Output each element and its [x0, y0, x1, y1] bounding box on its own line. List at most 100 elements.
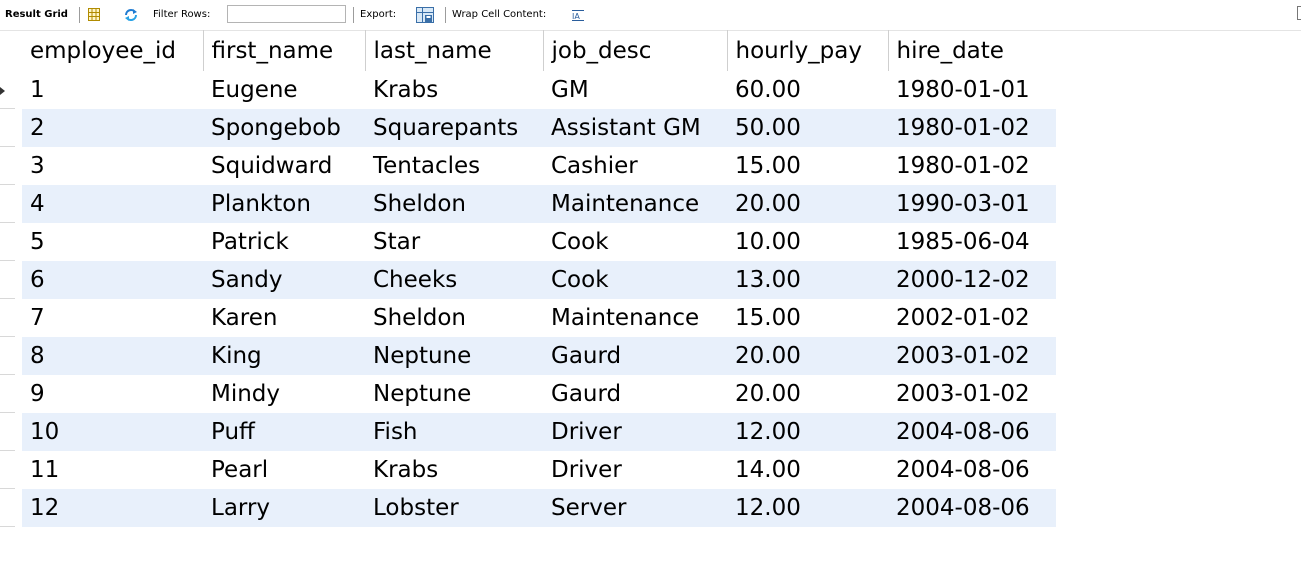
- table-row[interactable]: 9 Mindy Neptune Gaurd 20.00 2003-01-02: [22, 375, 1056, 413]
- cell-hourly-pay[interactable]: 50.00: [727, 109, 888, 147]
- cell-hire-date[interactable]: 2003-01-02: [888, 337, 1056, 375]
- cell-last-name[interactable]: Krabs: [365, 451, 543, 489]
- cell-hourly-pay[interactable]: 12.00: [727, 413, 888, 451]
- table-row[interactable]: 6 Sandy Cheeks Cook 13.00 2000-12-02: [22, 261, 1056, 299]
- grid-view-icon[interactable]: [88, 8, 100, 21]
- row-selector[interactable]: [0, 147, 15, 185]
- cell-job-desc[interactable]: Driver: [543, 451, 727, 489]
- cell-employee-id[interactable]: 7: [22, 299, 203, 337]
- cell-job-desc[interactable]: Cook: [543, 261, 727, 299]
- row-selector[interactable]: [0, 375, 15, 413]
- cell-first-name[interactable]: Spongebob: [203, 109, 365, 147]
- cell-hire-date[interactable]: 1980-01-02: [888, 147, 1056, 185]
- table-row[interactable]: 4 Plankton Sheldon Maintenance 20.00 1990-03-…: [22, 185, 1056, 223]
- cell-hire-date[interactable]: 2002-01-02: [888, 299, 1056, 337]
- cell-job-desc[interactable]: Cashier: [543, 147, 727, 185]
- table-row[interactable]: 3 Squidward Tentacles Cashier 15.00 1980-01-0…: [22, 147, 1056, 185]
- cell-hourly-pay[interactable]: 20.00: [727, 185, 888, 223]
- cell-hourly-pay[interactable]: 13.00: [727, 261, 888, 299]
- cell-first-name[interactable]: Pearl: [203, 451, 365, 489]
- cell-employee-id[interactable]: 9: [22, 375, 203, 413]
- column-header-hourly-pay[interactable]: hourly_pay: [727, 30, 889, 71]
- cell-last-name[interactable]: Neptune: [365, 337, 543, 375]
- cell-last-name[interactable]: Sheldon: [365, 299, 543, 337]
- cell-hire-date[interactable]: 2000-12-02: [888, 261, 1056, 299]
- row-selector[interactable]: [0, 337, 15, 375]
- cell-hourly-pay[interactable]: 60.00: [727, 71, 888, 109]
- table-row[interactable]: 11 Pearl Krabs Driver 14.00 2004-08-06: [22, 451, 1056, 489]
- cell-employee-id[interactable]: 1: [22, 71, 203, 109]
- cell-hourly-pay[interactable]: 10.00: [727, 223, 888, 261]
- cell-hire-date[interactable]: 2003-01-02: [888, 375, 1056, 413]
- cell-hire-date[interactable]: 1980-01-02: [888, 109, 1056, 147]
- row-selector[interactable]: [0, 185, 15, 223]
- cell-last-name[interactable]: Star: [365, 223, 543, 261]
- cell-last-name[interactable]: Cheeks: [365, 261, 543, 299]
- cell-last-name[interactable]: Squarepants: [365, 109, 543, 147]
- cell-last-name[interactable]: Sheldon: [365, 185, 543, 223]
- row-selector[interactable]: [0, 299, 15, 337]
- cell-first-name[interactable]: Patrick: [203, 223, 365, 261]
- cell-first-name[interactable]: Mindy: [203, 375, 365, 413]
- cell-first-name[interactable]: King: [203, 337, 365, 375]
- row-selector[interactable]: [0, 451, 15, 489]
- table-row[interactable]: 1 Eugene Krabs GM 60.00 1980-01-01: [22, 71, 1056, 109]
- cell-job-desc[interactable]: Gaurd: [543, 375, 727, 413]
- cell-employee-id[interactable]: 3: [22, 147, 203, 185]
- cell-employee-id[interactable]: 8: [22, 337, 203, 375]
- cell-job-desc[interactable]: GM: [543, 71, 727, 109]
- filter-rows-input[interactable]: [227, 5, 346, 23]
- table-row[interactable]: 10 Puff Fish Driver 12.00 2004-08-06: [22, 413, 1056, 451]
- cell-job-desc[interactable]: Assistant GM: [543, 109, 727, 147]
- cell-first-name[interactable]: Karen: [203, 299, 365, 337]
- cell-employee-id[interactable]: 12: [22, 489, 203, 527]
- cell-hourly-pay[interactable]: 14.00: [727, 451, 888, 489]
- cell-first-name[interactable]: Larry: [203, 489, 365, 527]
- cell-first-name[interactable]: Eugene: [203, 71, 365, 109]
- cell-employee-id[interactable]: 2: [22, 109, 203, 147]
- cell-first-name[interactable]: Puff: [203, 413, 365, 451]
- cell-first-name[interactable]: Plankton: [203, 185, 365, 223]
- row-selector[interactable]: [0, 223, 15, 261]
- cell-last-name[interactable]: Fish: [365, 413, 543, 451]
- cell-employee-id[interactable]: 11: [22, 451, 203, 489]
- column-header-employee-id[interactable]: employee_id: [22, 30, 204, 71]
- cell-hire-date[interactable]: 2004-08-06: [888, 489, 1056, 527]
- cell-job-desc[interactable]: Maintenance: [543, 185, 727, 223]
- cell-last-name[interactable]: Tentacles: [365, 147, 543, 185]
- panel-toggle-icon[interactable]: [1297, 6, 1301, 20]
- table-row[interactable]: 7 Karen Sheldon Maintenance 15.00 2002-01-02: [22, 299, 1056, 337]
- cell-last-name[interactable]: Neptune: [365, 375, 543, 413]
- cell-hourly-pay[interactable]: 15.00: [727, 299, 888, 337]
- cell-job-desc[interactable]: Gaurd: [543, 337, 727, 375]
- cell-employee-id[interactable]: 10: [22, 413, 203, 451]
- cell-hire-date[interactable]: 1980-01-01: [888, 71, 1056, 109]
- row-selector[interactable]: [0, 109, 15, 147]
- cell-hourly-pay[interactable]: 20.00: [727, 375, 888, 413]
- refresh-filter-icon[interactable]: [123, 8, 139, 22]
- cell-first-name[interactable]: Squidward: [203, 147, 365, 185]
- table-row[interactable]: 2 Spongebob Squarepants Assistant GM 50.00 19…: [22, 109, 1056, 147]
- cell-first-name[interactable]: Sandy: [203, 261, 365, 299]
- row-selector[interactable]: [0, 489, 15, 527]
- cell-hire-date[interactable]: 2004-08-06: [888, 451, 1056, 489]
- cell-last-name[interactable]: Krabs: [365, 71, 543, 109]
- cell-employee-id[interactable]: 4: [22, 185, 203, 223]
- row-selector[interactable]: [0, 413, 15, 451]
- column-header-first-name[interactable]: first_name: [203, 30, 366, 71]
- cell-employee-id[interactable]: 6: [22, 261, 203, 299]
- cell-hire-date[interactable]: 1985-06-04: [888, 223, 1056, 261]
- table-row[interactable]: 8 King Neptune Gaurd 20.00 2003-01-02: [22, 337, 1056, 375]
- cell-hourly-pay[interactable]: 20.00: [727, 337, 888, 375]
- row-selector[interactable]: [0, 71, 15, 109]
- cell-hourly-pay[interactable]: 12.00: [727, 489, 888, 527]
- cell-job-desc[interactable]: Driver: [543, 413, 727, 451]
- export-icon[interactable]: [416, 7, 434, 23]
- cell-hire-date[interactable]: 1990-03-01: [888, 185, 1056, 223]
- table-row[interactable]: 5 Patrick Star Cook 10.00 1985-06-04: [22, 223, 1056, 261]
- cell-employee-id[interactable]: 5: [22, 223, 203, 261]
- column-header-last-name[interactable]: last_name: [365, 30, 544, 71]
- row-selector[interactable]: [0, 261, 15, 299]
- column-header-job-desc[interactable]: job_desc: [543, 30, 728, 71]
- table-row[interactable]: 12 Larry Lobster Server 12.00 2004-08-06: [22, 489, 1056, 527]
